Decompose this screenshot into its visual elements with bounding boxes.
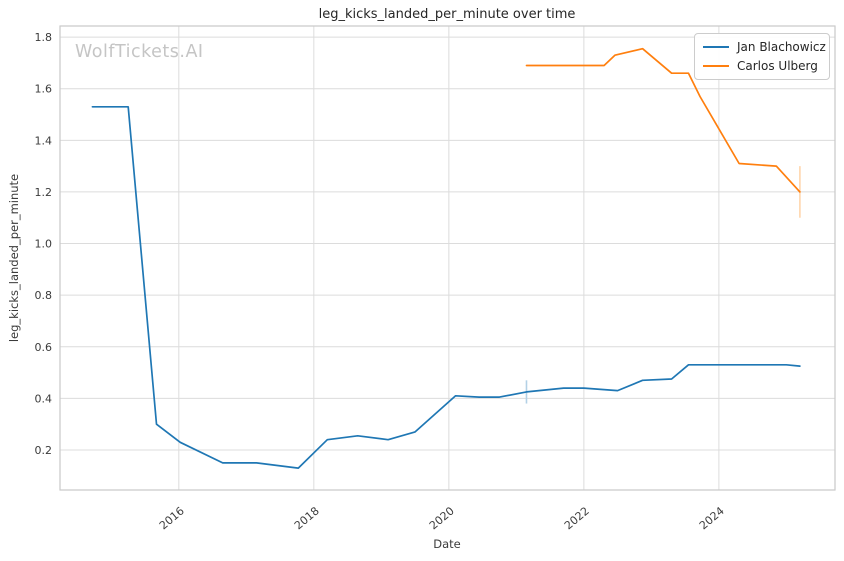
legend-item-carlos-ulberg: Carlos Ulberg [703, 59, 819, 73]
chart-title: leg_kicks_landed_per_minute over time [318, 7, 576, 22]
series-line [525, 47, 801, 193]
y-tick-label: 0.4 [35, 392, 53, 405]
y-tick-label: 1.0 [35, 238, 53, 251]
series-line [91, 105, 801, 469]
legend-label: Carlos Ulberg [737, 59, 818, 73]
y-tick-label: 1.4 [35, 134, 53, 147]
y-tick-label: 1.6 [35, 83, 53, 96]
y-tick-label: 0.2 [35, 444, 53, 457]
legend-item-jan-blachowicz: Jan Blachowicz [703, 40, 826, 54]
y-tick-label: 0.8 [35, 289, 53, 302]
x-tick-label: 2022 [562, 504, 592, 532]
legend-line-swatch-orange [703, 65, 729, 67]
x-tick-label: 2018 [292, 504, 322, 532]
x-tick-label: 2024 [697, 504, 727, 532]
y-axis-label: leg_kicks_landed_per_minute [7, 173, 21, 343]
x-tick-label: 2016 [157, 504, 187, 532]
plot-border [59, 25, 836, 491]
legend: Jan Blachowicz Carlos Ulberg [694, 33, 830, 80]
watermark: WolfTickets.AI [75, 42, 204, 62]
y-tick-label: 0.6 [35, 341, 53, 354]
y-tick-label: 1.8 [35, 31, 53, 44]
legend-line-swatch-blue [703, 46, 729, 48]
y-tick-label: 1.2 [35, 186, 53, 199]
legend-label: Jan Blachowicz [737, 40, 826, 54]
x-tick-label: 2020 [427, 504, 457, 532]
x-axis-label: Date [433, 537, 461, 551]
